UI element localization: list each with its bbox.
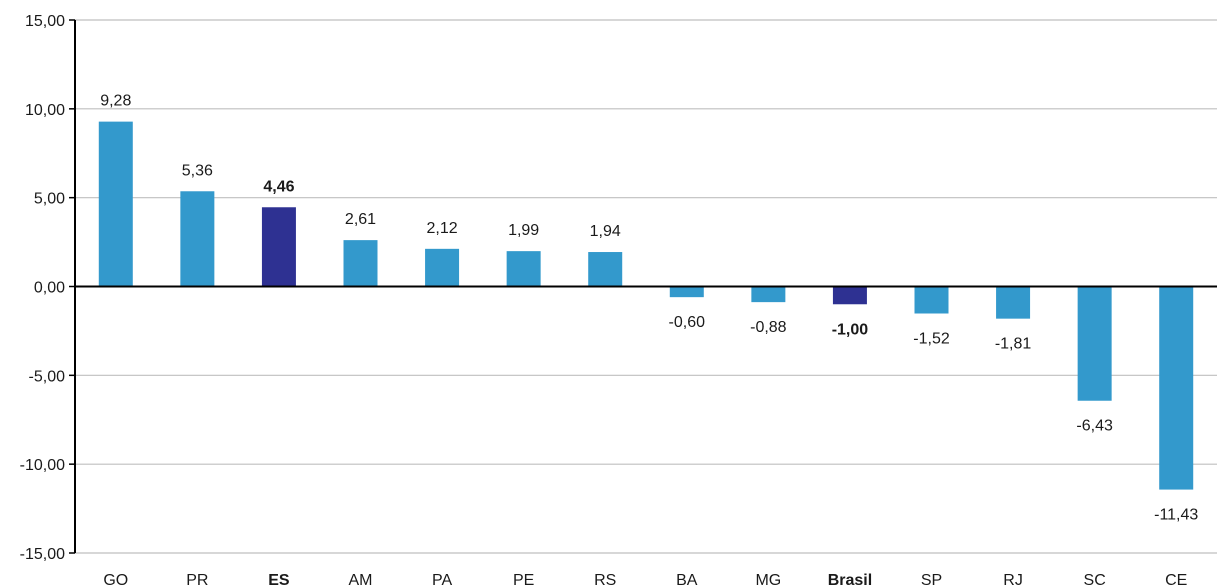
bar-pe bbox=[506, 251, 541, 287]
data-label-sc: -6,43 bbox=[1076, 418, 1113, 435]
data-labels: 9,28 5,36 4,46 2,61 2,12 1,99 1,94 -0,60 -0,88 -1… bbox=[100, 93, 1198, 524]
y-tick-label: 10,00 bbox=[25, 102, 65, 119]
x-label-sc: SC bbox=[1084, 572, 1106, 588]
bar-es bbox=[261, 207, 296, 287]
data-label-es: 4,46 bbox=[263, 178, 294, 195]
y-tick-label: 15,00 bbox=[25, 13, 65, 30]
bar-go bbox=[98, 121, 133, 287]
x-label-es: ES bbox=[268, 572, 290, 588]
bars bbox=[98, 121, 1194, 490]
bar-ce bbox=[1159, 286, 1194, 490]
y-tick-label: -15,00 bbox=[20, 546, 65, 563]
data-label-pr: 5,36 bbox=[182, 162, 213, 179]
data-label-am: 2,61 bbox=[345, 211, 376, 228]
bar-pa bbox=[425, 248, 460, 287]
data-label-ba: -0,60 bbox=[669, 314, 706, 331]
bar-mg bbox=[751, 286, 786, 303]
y-axis-ticks: 15,00 10,00 5,00 0,00 -5,00 -10,00 -15,00 bbox=[20, 13, 75, 563]
x-label-go: GO bbox=[103, 572, 128, 588]
bar-sc bbox=[1077, 286, 1112, 401]
data-label-sp: -1,52 bbox=[913, 331, 950, 348]
x-label-pe: PE bbox=[513, 572, 534, 588]
data-label-rj: -1,81 bbox=[995, 336, 1032, 353]
data-label-pe: 1,99 bbox=[508, 222, 539, 239]
bar-rs bbox=[588, 252, 623, 287]
bar-brasil bbox=[832, 286, 867, 305]
x-label-ba: BA bbox=[676, 572, 698, 588]
x-label-pr: PR bbox=[186, 572, 208, 588]
x-label-am: AM bbox=[349, 572, 373, 588]
data-label-go: 9,28 bbox=[100, 93, 131, 110]
data-label-pa: 2,12 bbox=[427, 220, 458, 237]
y-tick-label: -10,00 bbox=[20, 457, 65, 474]
data-label-mg: -0,88 bbox=[750, 319, 787, 336]
x-label-ce: CE bbox=[1165, 572, 1187, 588]
data-label-rs: 1,94 bbox=[590, 223, 621, 240]
bar-sp bbox=[914, 286, 949, 314]
bar-ba bbox=[669, 286, 704, 298]
x-label-sp: SP bbox=[921, 572, 942, 588]
x-label-mg: MG bbox=[755, 572, 781, 588]
y-tick-label: -5,00 bbox=[29, 368, 66, 385]
x-label-rj: RJ bbox=[1003, 572, 1023, 588]
bar-pr bbox=[180, 191, 215, 287]
bar-rj bbox=[996, 286, 1031, 319]
x-axis-labels: GO PR ES AM PA PE RS BA MG Brasil SP RJ SC CE bbox=[103, 572, 1187, 588]
data-label-ce: -11,43 bbox=[1154, 507, 1198, 524]
x-label-brasil: Brasil bbox=[828, 572, 872, 588]
y-tick-label: 0,00 bbox=[34, 280, 65, 297]
x-label-rs: RS bbox=[594, 572, 616, 588]
x-label-pa: PA bbox=[432, 572, 452, 588]
gridlines bbox=[75, 19, 1217, 554]
y-tick-label: 5,00 bbox=[34, 191, 65, 208]
data-label-brasil: -1,00 bbox=[832, 321, 869, 338]
bar-am bbox=[343, 240, 378, 287]
